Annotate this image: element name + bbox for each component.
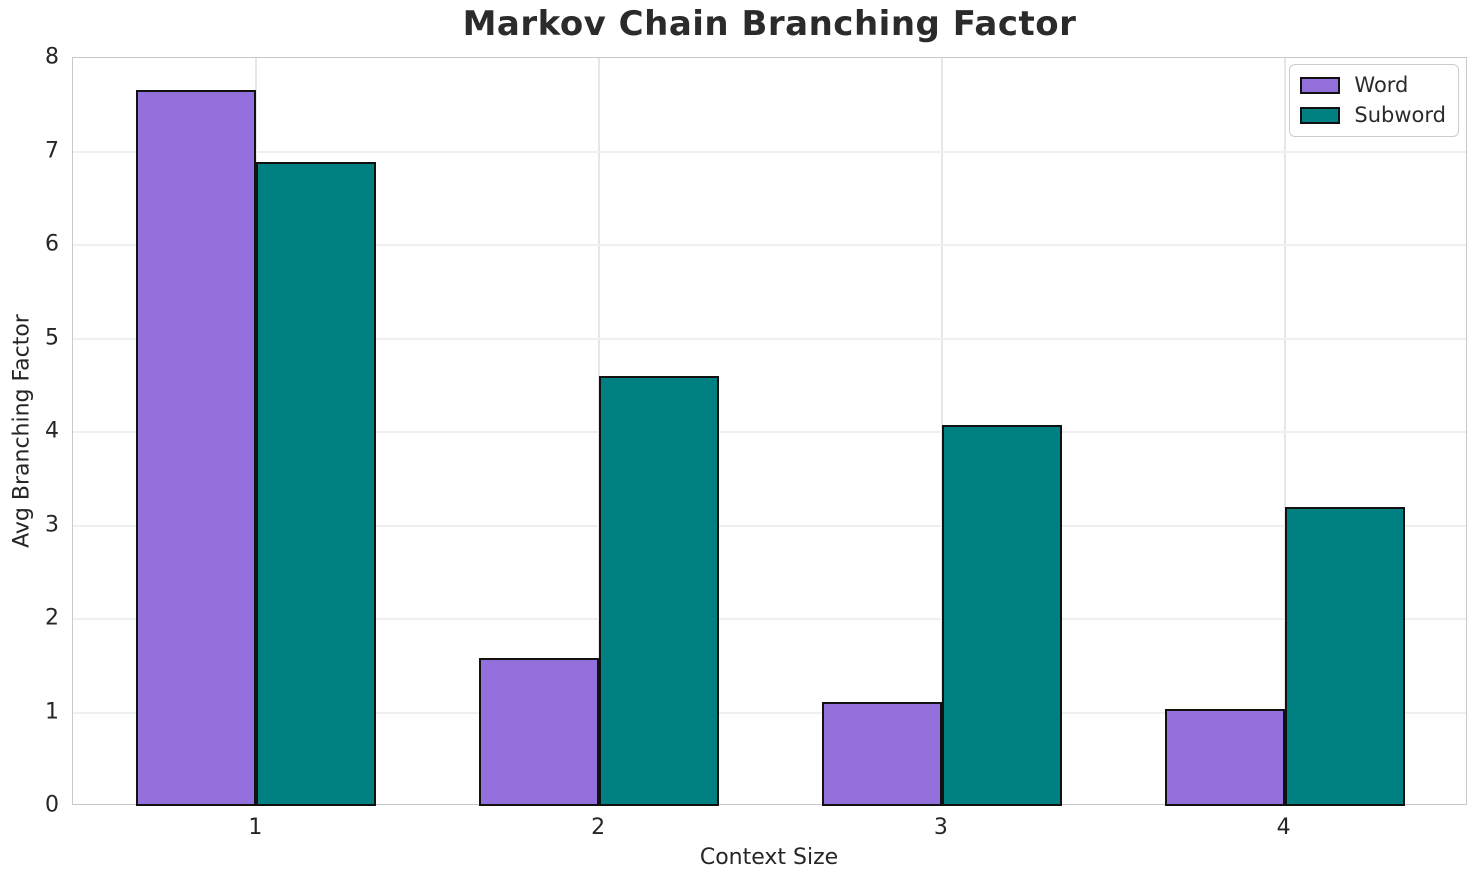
x-tick-label: 2 [591, 815, 606, 840]
y-tick-label: 0 [45, 792, 59, 818]
bar [1164, 708, 1285, 806]
x-tick-label: 1 [248, 815, 263, 840]
bar [256, 161, 377, 806]
y-tick-label: 2 [45, 605, 59, 631]
legend-item: Subword [1300, 103, 1446, 128]
legend-label: Word [1354, 73, 1409, 97]
legend-swatch [1300, 107, 1341, 125]
bar [1284, 506, 1405, 806]
legend-label: Subword [1354, 103, 1446, 128]
gridline [73, 711, 1466, 714]
x-tick-label: 4 [1276, 815, 1291, 840]
x-tick-label: 3 [933, 815, 948, 840]
y-tick-label: 5 [45, 325, 59, 350]
legend-swatch [1300, 77, 1341, 95]
plot-area: Word Subword [72, 57, 1467, 806]
bar [941, 424, 1062, 806]
y-tick-label: 1 [45, 699, 59, 724]
y-tick-label: 3 [45, 512, 59, 537]
bar [479, 658, 600, 806]
bar [136, 89, 257, 806]
gridline [73, 337, 1466, 340]
gridline [73, 431, 1466, 433]
gridline [73, 618, 1466, 620]
legend: Word Subword [1289, 64, 1459, 138]
y-tick-label: 8 [45, 44, 59, 70]
legend-item: Word [1300, 73, 1446, 97]
y-tick-label: 6 [45, 231, 59, 257]
gridline [73, 150, 1466, 153]
chart-title: Markov Chain Branching Factor [462, 4, 1077, 44]
y-axis-label: Avg Branching Factor [9, 314, 35, 548]
y-tick-label: 4 [45, 418, 59, 444]
bar [821, 702, 942, 806]
gridline [73, 244, 1466, 246]
y-tick-label: 7 [45, 138, 59, 163]
x-axis-label: Context Size [699, 845, 839, 870]
gridline [73, 524, 1466, 527]
bar [599, 375, 720, 806]
